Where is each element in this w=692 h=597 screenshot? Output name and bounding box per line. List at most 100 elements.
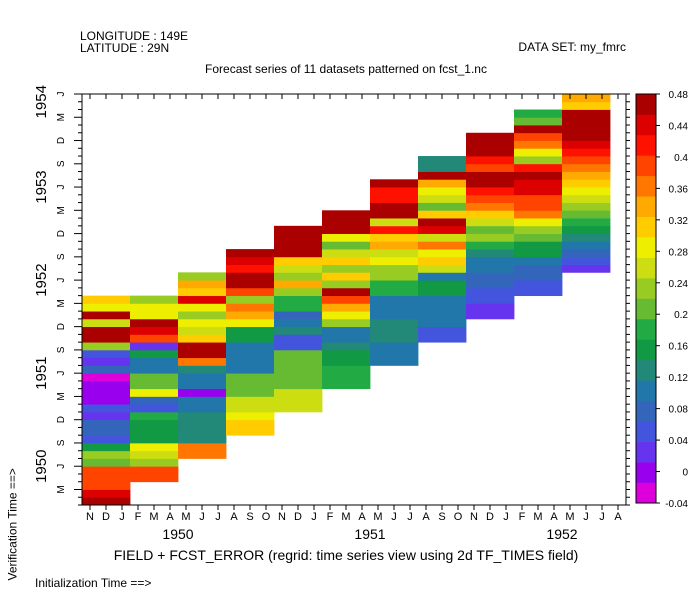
heatmap-cell (226, 411, 275, 421)
x-month-label: J (583, 511, 589, 523)
y-month-label: D (56, 323, 67, 330)
heatmap-cell (514, 210, 563, 219)
heatmap-cell (130, 342, 179, 351)
heatmap-cell (562, 171, 611, 180)
colorbar-swatch (636, 175, 656, 197)
heatmap-cell (82, 380, 131, 390)
heatmap-cell (322, 318, 371, 328)
heatmap-cell (514, 241, 563, 250)
colorbar-label: 0.32 (669, 216, 689, 227)
heatmap-cell (370, 334, 419, 343)
heatmap-cell (178, 357, 227, 366)
latitude-label: LATITUDE : 29N (80, 41, 170, 55)
heatmap-cell (370, 256, 419, 265)
heatmap-cell (226, 349, 275, 359)
heatmap-cell (322, 295, 371, 304)
x-month-label: D (294, 511, 302, 523)
heatmap-cell (418, 241, 467, 250)
x-month-label: J (391, 511, 397, 523)
heatmap-cell (274, 287, 323, 297)
y-year-label: 1953 (33, 170, 50, 203)
heatmap-cell (370, 272, 419, 281)
heatmap-cell (130, 311, 179, 320)
y-month-label: M (56, 206, 67, 214)
x-month-label: D (486, 511, 494, 523)
heatmap-cell (178, 326, 227, 335)
longitude-label: LONGITUDE : 149E (80, 29, 189, 43)
y-axis-label: Verification Time ==> (5, 468, 20, 581)
heatmap-cell (322, 233, 371, 242)
chart-title: Forecast series of 11 datasets patterned… (205, 62, 487, 76)
heatmap-cell (226, 373, 275, 382)
init-time-label: Initialization Time ==> (35, 576, 152, 590)
heatmap-cell (322, 249, 371, 258)
heatmap-cell (178, 388, 227, 397)
heatmap-cell (82, 303, 131, 312)
colorbar-label: 0.16 (669, 342, 689, 353)
heatmap-cell (466, 249, 515, 258)
heatmap-cell (562, 132, 611, 141)
colorbar-label: 0.2 (674, 310, 688, 321)
heatmap-cell (274, 380, 323, 390)
heatmap-cell (226, 249, 275, 258)
y-month-label: J (56, 185, 67, 190)
x-month-label: J (311, 511, 317, 523)
heatmap-cell (562, 101, 611, 110)
heatmap-cell (82, 349, 131, 359)
y-month-label: S (56, 253, 67, 260)
heatmap-cell (562, 241, 611, 250)
heatmap-cell (82, 388, 131, 397)
heatmap-cell (466, 272, 515, 281)
heatmap-cell (274, 225, 323, 234)
heatmap-cell (274, 373, 323, 382)
heatmap-cell (418, 303, 467, 312)
y-month-label: J (56, 92, 67, 97)
heatmap-cell (82, 497, 131, 506)
heatmap-cell (562, 109, 611, 118)
heatmap-cell (322, 210, 371, 219)
x-month-label: A (166, 511, 174, 523)
y-month-label: J (56, 464, 67, 469)
heatmap-cell (130, 450, 179, 459)
heatmap-cell (370, 287, 419, 297)
heatmap-cell (418, 334, 467, 343)
heatmap-cell (322, 357, 371, 366)
heatmap-cell (226, 427, 275, 436)
heatmap-cell (370, 218, 419, 227)
y-month-label: M (56, 299, 67, 307)
x-month-label: J (199, 511, 205, 523)
heatmap-cell (466, 179, 515, 188)
heatmap-cell (514, 156, 563, 165)
heatmap-cell (514, 125, 563, 134)
heatmap-cell (178, 287, 227, 297)
heatmap-cell (274, 311, 323, 320)
heatmap-cell (82, 442, 131, 452)
x-month-label: A (230, 511, 238, 523)
heatmap-cell (466, 287, 515, 297)
heatmap-cell (130, 295, 179, 304)
heatmap-cell (226, 342, 275, 351)
heatmap-cell (130, 466, 179, 475)
heatmap-cell (370, 225, 419, 234)
heatmap-cell (514, 140, 563, 149)
colorbar-swatch (636, 339, 656, 361)
heatmap-cell (130, 349, 179, 359)
colorbar-swatch (636, 196, 656, 217)
heatmap-cell (178, 373, 227, 382)
x-month-label: J (407, 511, 413, 523)
heatmap-cell (562, 210, 611, 219)
colorbar-swatch (636, 400, 656, 422)
heatmap-cell (514, 187, 563, 196)
heatmap-cell (322, 349, 371, 359)
heatmap-cell (130, 318, 179, 328)
heatmap-cell (514, 280, 563, 289)
x-month-label: D (102, 511, 110, 523)
heatmap-cell (130, 357, 179, 366)
heatmap-cell (82, 419, 131, 428)
colorbar-label: 0.36 (669, 184, 689, 195)
heatmap-cell (370, 210, 419, 219)
heatmap-cell (514, 287, 563, 297)
heatmap-cell (562, 202, 611, 211)
colorbar-label: 0.08 (669, 405, 689, 416)
